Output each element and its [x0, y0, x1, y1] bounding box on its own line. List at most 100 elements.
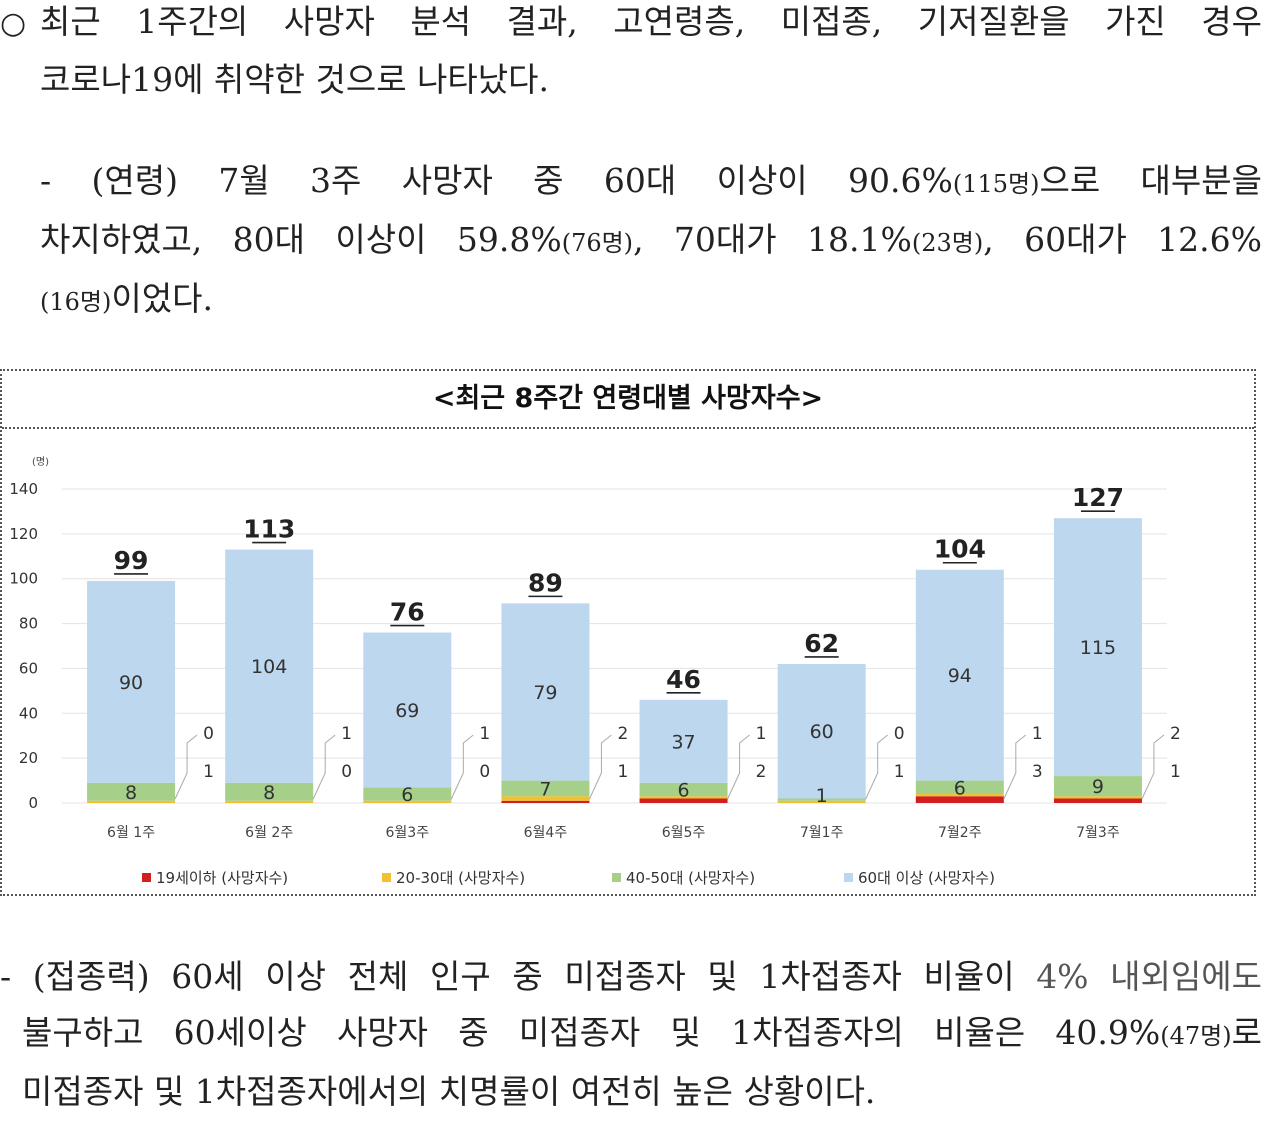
x-tick-label: 6월4주 [524, 825, 568, 841]
side-label-lower: 3 [1032, 762, 1043, 782]
data-label-60-plus: 79 [533, 682, 557, 704]
bar-segment [777, 798, 866, 801]
bar-segment [1053, 796, 1142, 799]
bar-segment [225, 800, 314, 803]
side-label-upper: 0 [203, 724, 214, 744]
y-tick-label: 80 [19, 615, 38, 633]
age-count-80: (76명) [561, 229, 634, 257]
age-line-3: (16명)이었다. [40, 271, 1262, 330]
data-label-60-plus: 104 [251, 656, 287, 678]
vacc-text-2: 불구하고 60세이상 사망자 중 미접종자 및 1차접종자의 비율은 40.9% [22, 1013, 1161, 1052]
vacc-text-1b: 4% 내외임에도 [1036, 957, 1262, 996]
callout-line [1141, 734, 1165, 800]
legend-label: 20-30대 (사망자수) [396, 869, 525, 887]
y-tick-label: 100 [9, 570, 38, 588]
data-label-40-50: 1 [816, 785, 828, 807]
x-tick-label: 6월5주 [662, 825, 706, 841]
vacc-text-1a: - (접종력) 60세 이상 전체 인구 중 미접종자 및 1차접종자 비율이 [0, 957, 1037, 996]
side-label-upper: 1 [756, 724, 767, 744]
data-label-60-plus: 94 [948, 665, 972, 687]
data-label-60-plus: 115 [1080, 637, 1116, 659]
chart-box: <최근 8주간 연령대별 사망자수> (명) 0 20 40 60 80 100 120 140… [0, 369, 1256, 896]
bar-segment [87, 580, 176, 783]
legend-label: 19세이하 (사망자수) [156, 869, 288, 887]
total-label: 127 [1072, 483, 1124, 512]
vacc-line-3: 미접종자 및 1차접종자에서의 치명률이 여전히 높은 상황이다. [22, 1072, 876, 1111]
callout-line [865, 734, 888, 800]
side-label-lower: 1 [203, 762, 214, 782]
data-label-40-50: 8 [125, 782, 137, 804]
side-label-upper: 0 [894, 724, 905, 744]
bar-segment [1053, 776, 1142, 797]
data-label-60-plus: 69 [395, 700, 419, 722]
side-label-upper: 2 [1170, 724, 1181, 744]
age-text-end: 이었다. [111, 279, 213, 318]
bar-segment [501, 780, 590, 797]
age-count-70: (23명) [911, 229, 984, 257]
y-tick-label: 40 [19, 704, 38, 722]
x-tick-label: 6월 2주 [245, 825, 293, 841]
age-count: (115명) [952, 170, 1040, 198]
callout-line [588, 734, 612, 800]
total-label: 46 [666, 665, 701, 694]
bar-segment [501, 800, 590, 803]
y-unit-label: (명) [32, 456, 49, 468]
side-label-upper: 1 [341, 724, 352, 744]
bar-segment [225, 782, 314, 801]
data-label-60-plus: 37 [671, 731, 695, 753]
y-tick-label: 140 [9, 480, 38, 498]
bar-segment [915, 780, 1004, 795]
age-text-70: , 70대가 18.1% [633, 220, 912, 259]
paragraph-vaccination: - (접종력) 60세 이상 전체 인구 중 미접종자 및 1차접종자 비율이 … [0, 949, 1262, 1120]
vacc-count: (47명) [1160, 1022, 1232, 1050]
x-tick-label: 7월2주 [938, 825, 982, 841]
y-tick-label: 60 [19, 659, 38, 677]
legend-swatch [142, 873, 151, 882]
bar-segment [87, 800, 176, 803]
summary-line-1: ○ 최근 1주간의 사망자 분석 결과, 고연령층, 미접종, 기저질환을 가진… [0, 0, 1262, 52]
total-label: 113 [243, 515, 295, 544]
chart-title: <최근 8주간 연령대별 사망자수> [2, 371, 1254, 429]
side-label-lower: 1 [617, 762, 628, 782]
x-tick-label: 7월3주 [1076, 825, 1120, 841]
bar-segment [915, 794, 1004, 797]
x-tick-label: 7월1주 [800, 825, 844, 841]
circle-bullet-icon: ○ [0, 6, 27, 41]
callout-line [312, 734, 336, 800]
side-label-lower: 2 [756, 762, 767, 782]
data-label-40-50: 7 [539, 778, 551, 800]
legend-swatch [382, 873, 391, 882]
bar-segment [915, 569, 1004, 781]
legend-swatch [844, 873, 853, 882]
side-label-lower: 0 [341, 762, 352, 782]
side-label-upper: 2 [617, 724, 628, 744]
age-text-80: 차지하였고, 80대 이상이 59.8% [40, 220, 562, 259]
bar-segment [501, 603, 590, 781]
side-label-upper: 1 [1032, 724, 1043, 744]
legend-swatch [612, 873, 621, 882]
x-tick-label: 6월 1주 [107, 825, 155, 841]
bar-segment [639, 699, 728, 783]
bar-segment [639, 782, 728, 797]
paragraph-summary: ○ 최근 1주간의 사망자 분석 결과, 고연령층, 미접종, 기저질환을 가진… [0, 0, 1262, 108]
total-label: 89 [528, 568, 563, 597]
callout-line [727, 734, 750, 800]
bar-segment [777, 800, 866, 803]
vacc-line-1: - (접종력) 60세 이상 전체 인구 중 미접종자 및 1차접종자 비율이 … [0, 949, 1262, 1005]
legend-label: 60대 이상 (사망자수) [858, 869, 995, 887]
summary-text-1: 최근 1주간의 사망자 분석 결과, 고연령층, 미접종, 기저질환을 가진 경… [40, 2, 1262, 41]
bar-segment [1053, 518, 1142, 777]
side-label-upper: 1 [479, 724, 490, 744]
legend-label: 40-50대 (사망자수) [626, 869, 755, 887]
bar-segment [915, 796, 1004, 803]
age-text-60: , 60대가 12.6% [983, 220, 1263, 259]
bar-segment [639, 796, 728, 799]
bar-segment [225, 549, 314, 783]
age-line-1: - (연령) 7월 3주 사망자 중 60대 이상이 90.6%(115명)으로… [40, 153, 1262, 212]
age-line-2: 차지하였고, 80대 이상이 59.8%(76명), 70대가 18.1%(23… [40, 212, 1262, 271]
total-label: 99 [114, 546, 149, 575]
data-label-40-50: 6 [678, 780, 690, 802]
y-tick-label: 20 [19, 749, 38, 767]
summary-line-2: 코로나19에 취약한 것으로 나타났다. [40, 60, 549, 99]
